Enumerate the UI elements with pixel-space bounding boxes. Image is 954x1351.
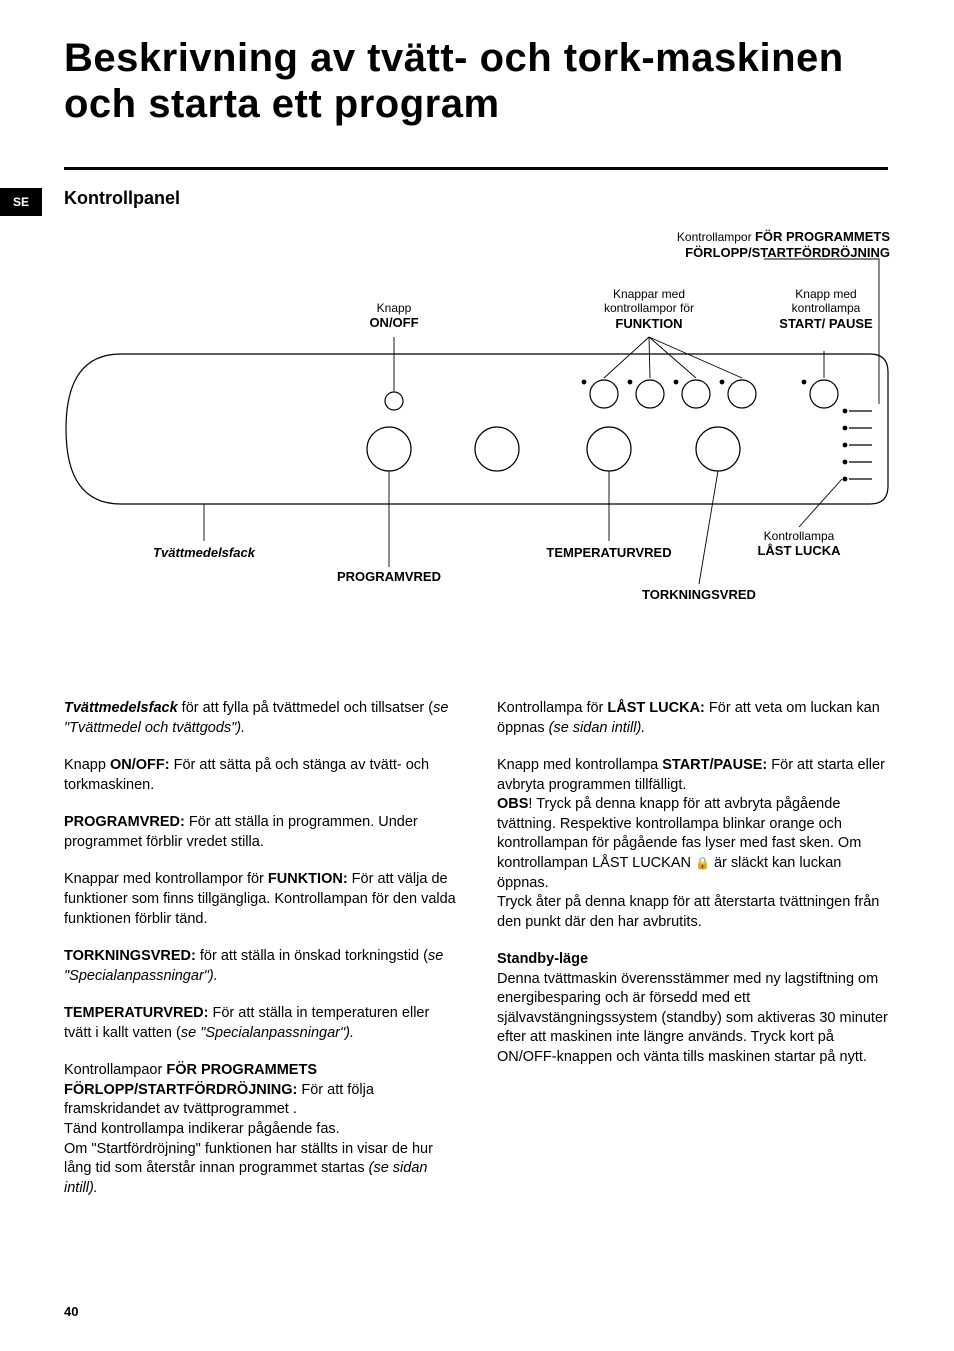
control-panel-diagram: Kontrollampor FÖR PROGRAMMETS FÖRLOPP/ST… (64, 229, 890, 609)
divider (64, 167, 888, 170)
paragraph: Kontrollampa för LÅST LUCKA: För att vet… (497, 699, 890, 738)
panel-svg (64, 229, 890, 609)
page-number: 40 (64, 1304, 78, 1319)
left-column: Tvättmedelsfack för att fylla på tvättme… (64, 699, 457, 1216)
page-title: Beskrivning av tvätt- och tork-maskinen … (64, 35, 890, 127)
section-title: Kontrollpanel (64, 188, 890, 209)
paragraph: Knappar med kontrollampor för FUNKTION: … (64, 870, 457, 929)
paragraph: Tvättmedelsfack för att fylla på tvättme… (64, 699, 457, 738)
paragraph: Knapp ON/OFF: För att sätta på och stäng… (64, 756, 457, 795)
paragraph: Kontrollampaor FÖR PROGRAMMETS FÖRLOPP/S… (64, 1061, 457, 1198)
paragraph: PROGRAMVRED: För att ställa in programme… (64, 813, 457, 852)
paragraph: TEMPERATURVRED: För att ställa in temper… (64, 1004, 457, 1043)
paragraph: Standby-lägeDenna tvättmaskin överensstä… (497, 950, 890, 1067)
paragraph: TORKNINGSVRED: för att ställa in önskad … (64, 947, 457, 986)
right-column: Kontrollampa för LÅST LUCKA: För att vet… (497, 699, 890, 1216)
paragraph: Knapp med kontrollampa START/PAUSE: För … (497, 756, 890, 932)
body-columns: Tvättmedelsfack för att fylla på tvättme… (64, 699, 890, 1216)
